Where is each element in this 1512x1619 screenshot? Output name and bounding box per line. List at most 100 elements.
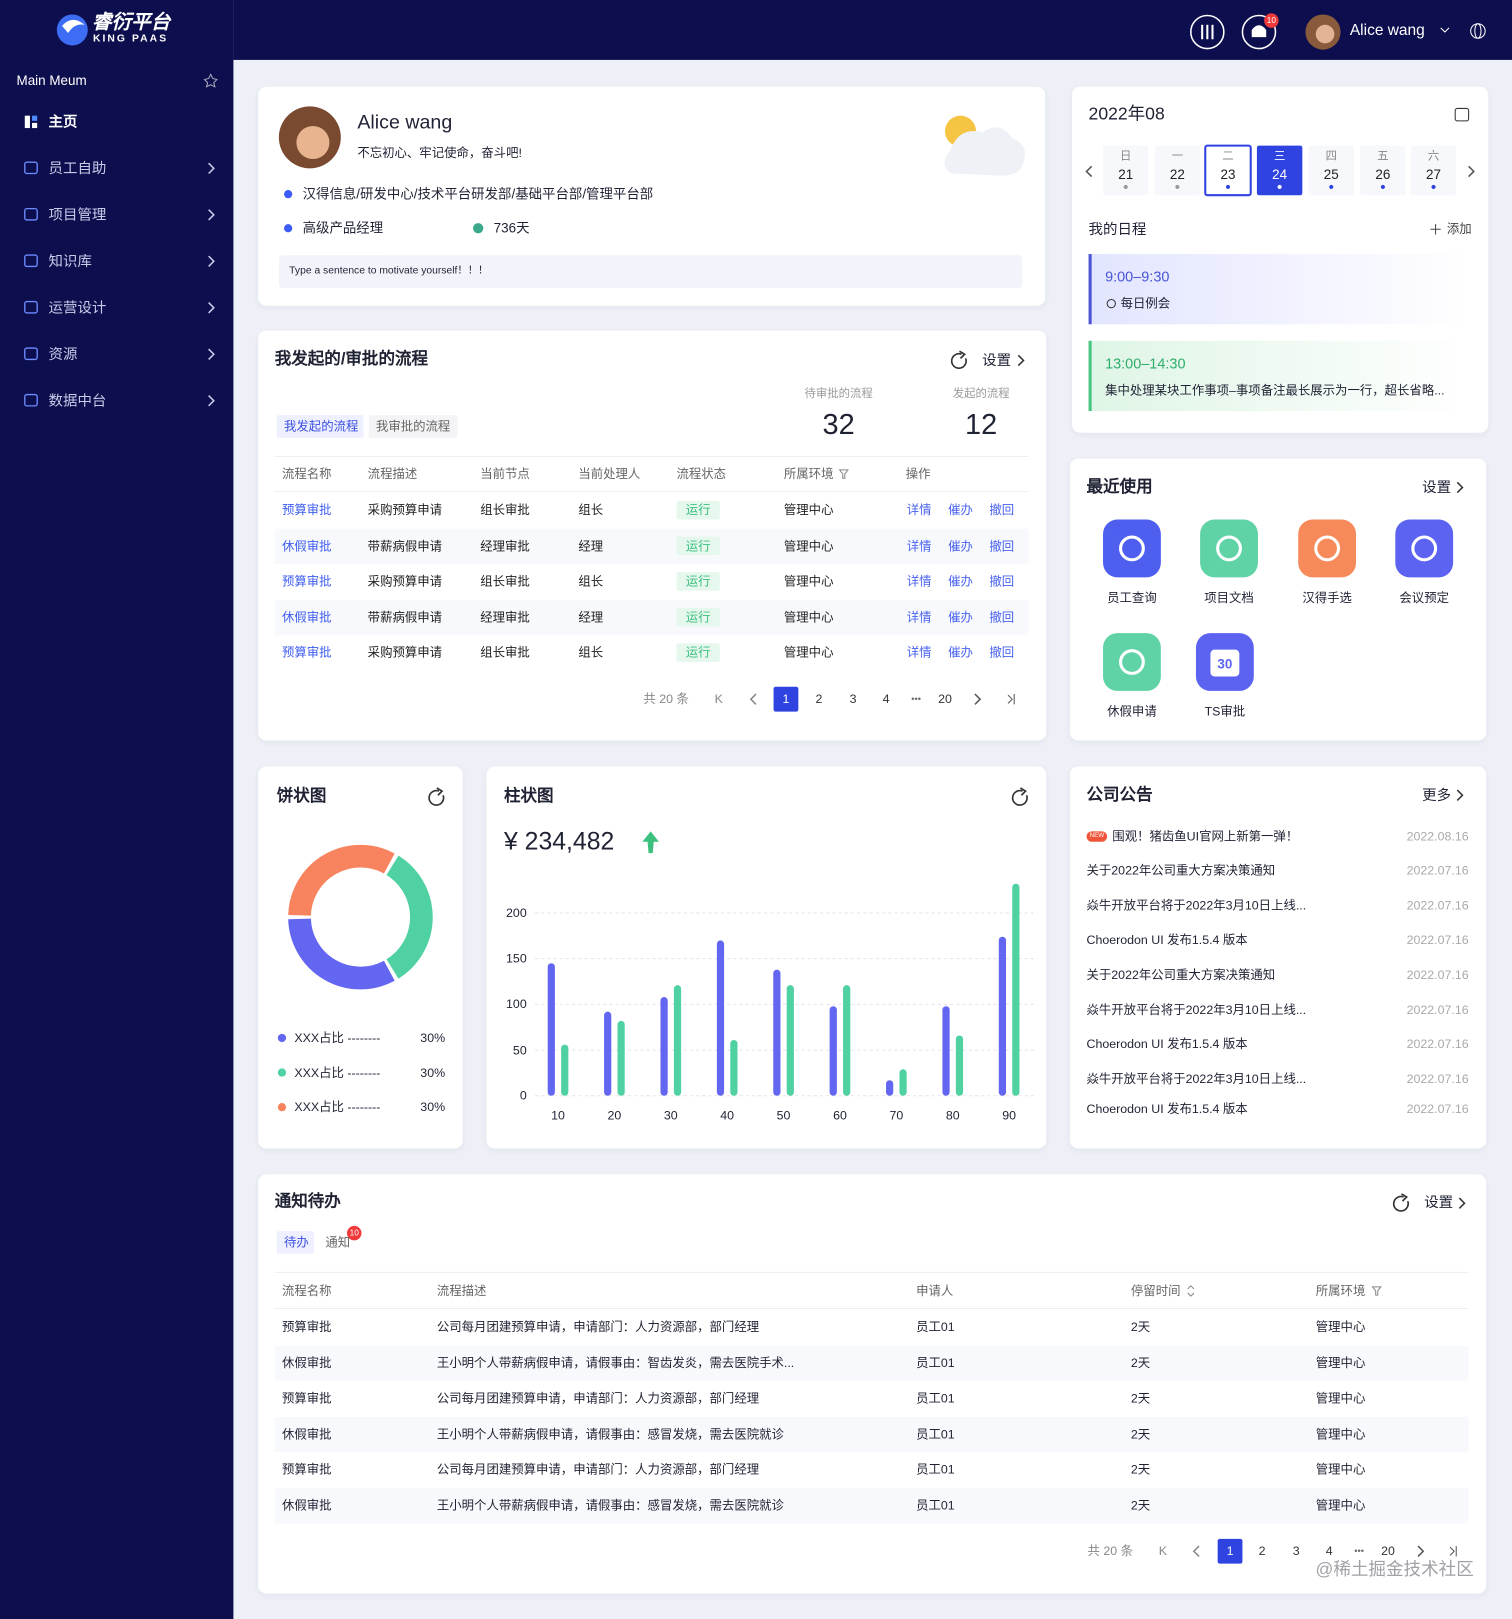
- action[interactable]: 撤回: [989, 645, 1015, 660]
- cell[interactable]: 预算审批: [281, 574, 332, 589]
- notice-title[interactable]: Choerodon UI 发布1.5.4 版本: [1086, 932, 1248, 947]
- nav-item[interactable]: 员工自助: [48, 159, 107, 177]
- x-tick-label: 50: [776, 1107, 791, 1123]
- page-number[interactable]: 3: [1292, 1543, 1300, 1559]
- user-name[interactable]: Alice wang: [1349, 21, 1425, 40]
- cell: 公司每月团建预算申请，申请部门：人力资源部，部门经理: [436, 1319, 760, 1335]
- action[interactable]: 撤回: [989, 574, 1015, 589]
- card-title: 公司公告: [1086, 786, 1153, 804]
- notice-title[interactable]: 围观！猪齿鱼UI官网上新第一弹！: [1112, 829, 1299, 844]
- nav-item[interactable]: 知识库: [48, 252, 92, 270]
- weekday[interactable]: 六: [1427, 150, 1440, 163]
- notice-title[interactable]: 焱牛开放平台将于2022年3月10日上线...: [1086, 898, 1307, 913]
- weekday[interactable]: 三: [1273, 150, 1286, 163]
- app-label[interactable]: 项目文档: [1204, 590, 1254, 606]
- recent-card: [1069, 458, 1487, 741]
- weekday[interactable]: 一: [1171, 150, 1184, 163]
- tab[interactable]: 待办: [284, 1235, 309, 1250]
- action[interactable]: 催办: [948, 538, 973, 553]
- nav-item[interactable]: 运营设计: [48, 299, 107, 316]
- action[interactable]: 详情: [906, 574, 932, 589]
- nav-item[interactable]: 数据中台: [48, 392, 107, 409]
- nav-item[interactable]: 主页: [48, 113, 78, 130]
- action[interactable]: 详情: [906, 645, 932, 660]
- action[interactable]: 催办: [948, 502, 973, 518]
- page-number[interactable]: 20: [938, 691, 952, 707]
- action[interactable]: 撤回: [989, 609, 1015, 625]
- y-tick-label: 150: [506, 951, 527, 966]
- tab[interactable]: 我审批的流程: [375, 419, 451, 434]
- weekday[interactable]: 二: [1222, 150, 1234, 163]
- tab[interactable]: 通知: [325, 1235, 351, 1250]
- cell[interactable]: 预算审批: [281, 502, 332, 518]
- action[interactable]: 催办: [948, 574, 973, 589]
- notice-title[interactable]: 关于2022年公司重大方案决策通知: [1086, 967, 1276, 982]
- tab-active[interactable]: [276, 1231, 314, 1254]
- nav-item[interactable]: 资源: [48, 345, 78, 363]
- cell: 管理中心: [783, 645, 834, 660]
- tab[interactable]: 我发起的流程: [284, 419, 359, 434]
- sidebar: [0, 0, 234, 1619]
- add-button[interactable]: 添加: [1446, 221, 1472, 237]
- date[interactable]: 26: [1375, 166, 1391, 182]
- nav-item[interactable]: 项目管理: [48, 206, 107, 223]
- motivate-input[interactable]: [278, 255, 1023, 289]
- date[interactable]: 25: [1323, 166, 1339, 182]
- watermark: @稀土掘金技术社区: [1315, 1559, 1474, 1579]
- notice-title[interactable]: Choerodon UI 发布1.5.4 版本: [1086, 1036, 1248, 1052]
- tab-active[interactable]: [276, 415, 364, 438]
- y-tick-label: 50: [512, 1042, 527, 1058]
- stat-value: 12: [965, 408, 998, 441]
- x-tick-label: 90: [1002, 1107, 1017, 1123]
- notice-title[interactable]: 焱牛开放平台将于2022年3月10日上线...: [1086, 1071, 1307, 1087]
- date[interactable]: 27: [1426, 166, 1441, 182]
- notice-title[interactable]: 关于2022年公司重大方案决策通知: [1086, 863, 1276, 878]
- date[interactable]: 23: [1220, 166, 1236, 182]
- app-label[interactable]: 汉得手选: [1302, 590, 1352, 606]
- first-page[interactable]: K: [714, 691, 723, 707]
- date[interactable]: 24: [1272, 166, 1288, 182]
- more[interactable]: 更多: [1422, 786, 1452, 804]
- page-number[interactable]: 4: [882, 691, 890, 707]
- cell: 2天: [1130, 1390, 1151, 1406]
- page-number[interactable]: 4: [1325, 1543, 1333, 1559]
- cell[interactable]: 预算审批: [281, 645, 332, 660]
- cell[interactable]: 休假审批: [281, 538, 332, 553]
- action[interactable]: 详情: [906, 502, 932, 518]
- date[interactable]: 21: [1118, 166, 1134, 182]
- action[interactable]: 催办: [948, 609, 973, 625]
- weekday[interactable]: 四: [1325, 150, 1337, 163]
- sidebar-title: Main Meum: [16, 72, 87, 88]
- first-page[interactable]: K: [1158, 1543, 1168, 1559]
- page-number[interactable]: 2: [815, 691, 823, 707]
- cell[interactable]: 休假审批: [281, 609, 332, 625]
- pie-card: [258, 766, 463, 1149]
- page-number[interactable]: 1: [1226, 1543, 1234, 1559]
- cell: 管理中心: [783, 609, 834, 625]
- app-label[interactable]: TS审批: [1204, 704, 1246, 719]
- notice-title[interactable]: Choerodon UI 发布1.5.4 版本: [1086, 1101, 1248, 1117]
- settings[interactable]: 设置: [1424, 1193, 1454, 1211]
- settings[interactable]: 设置: [1422, 478, 1452, 496]
- notice-title[interactable]: 焱牛开放平台将于2022年3月10日上线...: [1086, 1002, 1307, 1018]
- action[interactable]: 催办: [948, 645, 973, 660]
- cell: 休假审批: [281, 1497, 332, 1513]
- action[interactable]: 撤回: [989, 502, 1015, 518]
- page-number[interactable]: 1: [782, 691, 790, 707]
- app-label[interactable]: 员工查询: [1107, 590, 1157, 606]
- app-label[interactable]: 休假申请: [1107, 704, 1157, 719]
- page-number[interactable]: 20: [1381, 1543, 1395, 1559]
- tab[interactable]: [368, 415, 458, 438]
- date[interactable]: 22: [1169, 166, 1185, 182]
- action[interactable]: 撤回: [989, 538, 1015, 553]
- weekday[interactable]: 五: [1377, 150, 1389, 163]
- weekday[interactable]: 日: [1120, 150, 1132, 163]
- action[interactable]: 详情: [906, 538, 932, 553]
- settings[interactable]: 设置: [982, 351, 1012, 369]
- app-label[interactable]: 会议预定: [1399, 590, 1450, 606]
- page-number[interactable]: 3: [849, 691, 857, 707]
- action[interactable]: 详情: [906, 609, 932, 625]
- page-number[interactable]: 2: [1258, 1543, 1266, 1559]
- cell: 员工01: [916, 1497, 955, 1513]
